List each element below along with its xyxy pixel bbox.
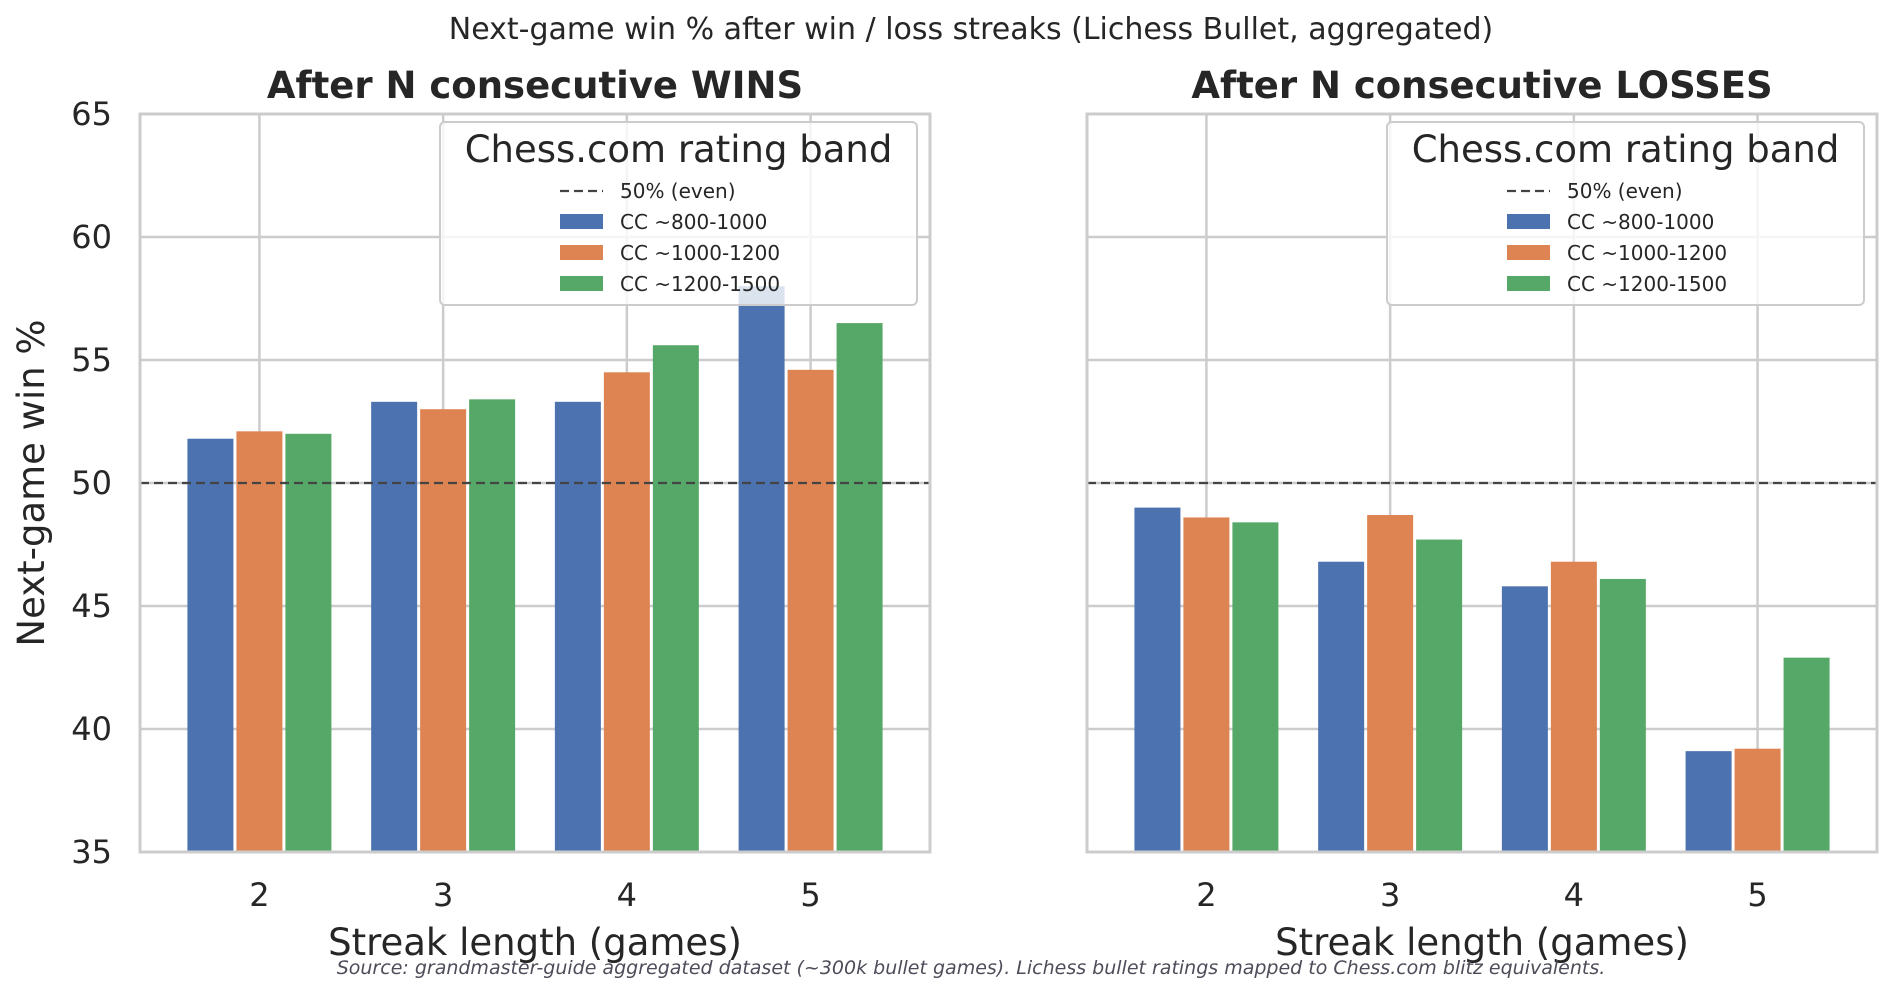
bar-1-1-0 xyxy=(1183,517,1230,852)
bar-1-2-2 xyxy=(1599,578,1646,852)
x-tick-label: 5 xyxy=(800,876,820,914)
bar-0-1-1 xyxy=(420,409,467,852)
x-tick-label: 2 xyxy=(249,876,269,914)
bar-0-0-2 xyxy=(554,401,601,852)
legend-label-reference: 50% (even) xyxy=(1567,179,1683,203)
y-tick-label: 65 xyxy=(71,95,112,133)
x-tick-label: 2 xyxy=(1196,876,1216,914)
legend-title: Chess.com rating band xyxy=(465,128,893,171)
bar-0-0-0 xyxy=(187,438,234,852)
legend-swatch-1 xyxy=(560,245,603,260)
legend-label-1: CC ~1000-1200 xyxy=(1567,241,1727,265)
legend-box xyxy=(439,121,918,306)
bar-0-2-2 xyxy=(652,345,699,852)
bar-0-1-3 xyxy=(787,369,834,852)
legend-swatch-2 xyxy=(560,276,603,291)
bar-0-1-0 xyxy=(236,431,283,852)
legend-label-0: CC ~800-1000 xyxy=(1567,210,1714,234)
y-tick-label: 50 xyxy=(71,464,112,502)
bar-0-2-0 xyxy=(285,433,332,852)
legend-label-0: CC ~800-1000 xyxy=(620,210,767,234)
legend-swatch-2 xyxy=(1507,276,1550,291)
panel-losses: After N consecutive LOSSES 2 3 4 5 Streak len… xyxy=(1085,64,1879,964)
legend-swatch-1 xyxy=(1507,245,1550,260)
bar-1-2-1 xyxy=(1416,539,1463,852)
legend-label-reference: 50% (even) xyxy=(620,179,736,203)
bar-1-2-0 xyxy=(1232,522,1279,852)
x-tick-label: 3 xyxy=(1380,876,1400,914)
y-tick-label: 45 xyxy=(71,587,112,625)
legend-label-2: CC ~1200-1500 xyxy=(620,272,780,296)
panel-title: After N consecutive LOSSES xyxy=(1191,64,1772,107)
x-tick-label: 5 xyxy=(1747,876,1767,914)
legend-box xyxy=(1386,121,1865,306)
bar-0-2-1 xyxy=(469,399,516,852)
y-tick-label: 55 xyxy=(71,341,112,379)
legend-swatch-0 xyxy=(560,214,603,229)
y-tick-label: 40 xyxy=(71,710,112,748)
bar-0-0-3 xyxy=(738,286,785,852)
y-axis-label: Next-game win % xyxy=(10,319,53,646)
x-tick-label: 4 xyxy=(617,876,637,914)
x-tick-label: 3 xyxy=(433,876,453,914)
bar-1-1-2 xyxy=(1550,561,1597,852)
legend-label-1: CC ~1000-1200 xyxy=(620,241,780,265)
bar-1-2-3 xyxy=(1783,657,1830,852)
suptitle: Next-game win % after win / loss streaks… xyxy=(449,12,1493,47)
bar-0-1-2 xyxy=(603,372,650,852)
bar-1-0-0 xyxy=(1134,507,1181,852)
panel-title: After N consecutive WINS xyxy=(267,64,803,107)
legend-swatch-0 xyxy=(1507,214,1550,229)
bar-1-0-3 xyxy=(1685,751,1732,852)
x-tick-label: 4 xyxy=(1564,876,1584,914)
legend-label-2: CC ~1200-1500 xyxy=(1567,272,1727,296)
legend: Chess.com rating band 50% (even) CC ~800-1… xyxy=(1386,121,1865,306)
plot-frame xyxy=(138,112,932,854)
plot-frame xyxy=(1085,112,1879,854)
x-axis-label: Streak length (games) xyxy=(328,921,742,964)
bar-1-1-3 xyxy=(1734,748,1781,852)
bar-0-0-1 xyxy=(371,401,418,852)
x-axis-label: Streak length (games) xyxy=(1275,921,1689,964)
legend: Chess.com rating band 50% (even) CC ~800-1… xyxy=(439,121,918,306)
y-tick-label: 35 xyxy=(71,833,112,871)
bar-1-1-1 xyxy=(1367,514,1414,852)
bar-1-0-1 xyxy=(1318,561,1365,852)
y-tick-label: 60 xyxy=(71,218,112,256)
bar-0-2-3 xyxy=(836,323,883,853)
bar-1-0-2 xyxy=(1501,586,1548,852)
footer-source: Source: grandmaster-guide aggregated dat… xyxy=(337,957,1606,979)
legend-title: Chess.com rating band xyxy=(1412,128,1840,171)
